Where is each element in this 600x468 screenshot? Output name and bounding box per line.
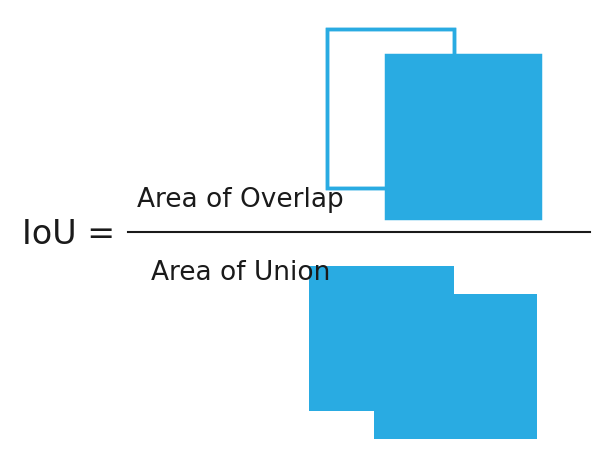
Bar [374,294,536,439]
Bar [326,29,454,188]
Text: Area of Overlap: Area of Overlap [137,187,344,212]
Bar [386,55,539,218]
Bar [309,266,454,411]
Text: IoU =: IoU = [22,218,125,250]
Text: Area of Union: Area of Union [151,260,331,286]
Bar [326,29,454,188]
Bar [386,57,454,188]
